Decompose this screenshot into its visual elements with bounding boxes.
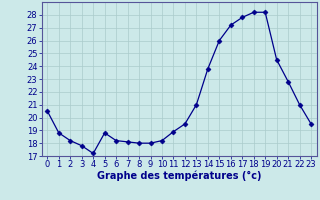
X-axis label: Graphe des températures (°c): Graphe des températures (°c) xyxy=(97,171,261,181)
